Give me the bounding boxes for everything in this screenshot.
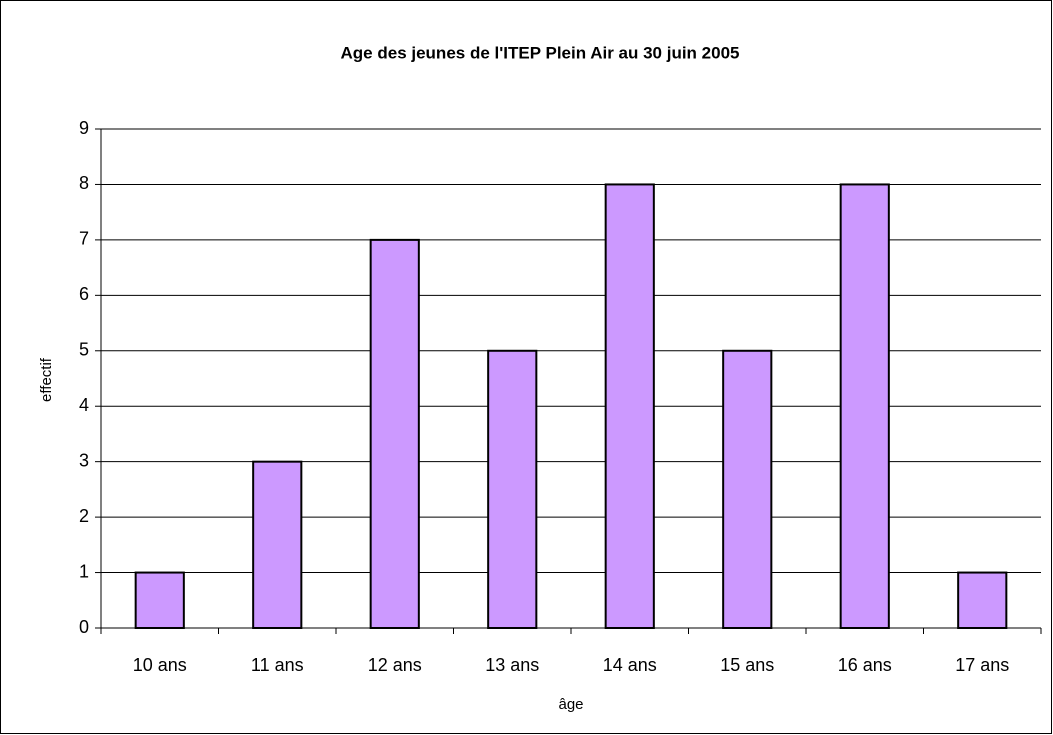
- y-axis-label: effectif: [38, 357, 55, 402]
- bar: [252, 460, 303, 629]
- y-tick-label: 7: [79, 229, 89, 249]
- y-tick-label: 0: [79, 617, 89, 637]
- bar: [487, 349, 538, 629]
- x-tick-label: 10 ans: [133, 655, 187, 675]
- bar: [369, 238, 420, 629]
- x-tick-label: 14 ans: [603, 655, 657, 675]
- y-tick-label: 3: [79, 450, 89, 470]
- y-tick-label: 1: [79, 561, 89, 581]
- chart-title: Age des jeunes de l'ITEP Plein Air au 30…: [341, 43, 740, 62]
- bar: [604, 183, 655, 629]
- bar: [839, 183, 890, 629]
- y-tick-label: 9: [79, 118, 89, 138]
- x-axis-label: âge: [558, 696, 583, 713]
- bar: [134, 571, 185, 629]
- bar: [957, 571, 1008, 629]
- x-tick-label: 15 ans: [720, 655, 774, 675]
- y-tick-label: 8: [79, 173, 89, 193]
- x-tick-label: 12 ans: [368, 655, 422, 675]
- x-tick-label: 11 ans: [251, 655, 304, 675]
- y-tick-label: 4: [79, 395, 89, 415]
- x-tick-label: 16 ans: [838, 655, 892, 675]
- x-tick-label: 13 ans: [485, 655, 539, 675]
- y-tick-label: 5: [79, 340, 89, 360]
- bar: [722, 349, 773, 629]
- y-tick-label: 2: [79, 506, 89, 526]
- y-tick-label: 6: [79, 284, 89, 304]
- x-tick-label: 17 ans: [955, 655, 1009, 675]
